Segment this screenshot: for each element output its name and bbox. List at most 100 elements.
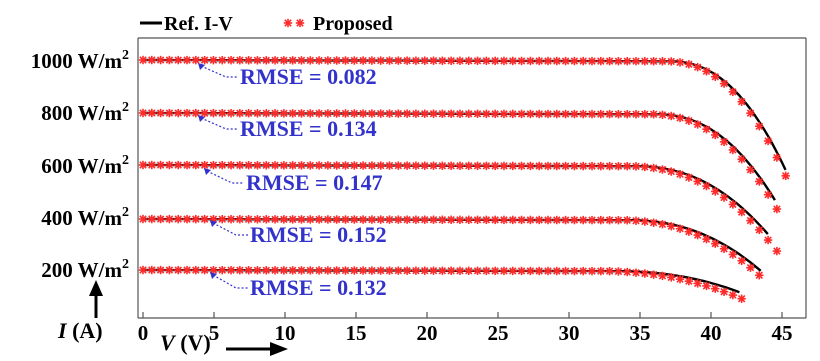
proposed-marker [358, 215, 368, 224]
plot-frame [137, 37, 807, 319]
proposed-marker [191, 55, 201, 65]
proposed-marker [270, 215, 280, 224]
proposed-marker [288, 161, 297, 170]
proposed-marker [517, 266, 526, 276]
proposed-marker [631, 162, 641, 171]
proposed-marker [218, 265, 227, 275]
proposed-marker [253, 56, 262, 65]
proposed-marker [543, 215, 553, 225]
proposed-marker [182, 265, 192, 275]
proposed-marker [526, 56, 535, 66]
proposed-marker [587, 266, 597, 276]
axis-symbol: I [57, 318, 68, 343]
proposed-marker [772, 204, 782, 214]
proposed-marker [323, 215, 333, 224]
proposed-marker [543, 56, 553, 66]
proposed-marker [358, 109, 368, 118]
proposed-marker [341, 161, 350, 170]
proposed-marker [517, 161, 526, 171]
x-tick-label: 20 [417, 321, 438, 345]
proposed-marker [226, 161, 236, 170]
proposed-marker [561, 161, 570, 171]
proposed-marker [552, 215, 561, 225]
x-tick-label: 0 [138, 321, 149, 345]
proposed-marker [402, 215, 412, 224]
proposed-marker [341, 109, 350, 118]
proposed-marker [579, 109, 588, 119]
proposed-marker [147, 108, 157, 118]
proposed-marker [737, 207, 746, 217]
proposed-marker [667, 222, 676, 231]
proposed-marker [341, 266, 350, 275]
proposed-marker [473, 215, 482, 225]
proposed-marker [297, 215, 306, 224]
proposed-marker [350, 215, 359, 224]
proposed-marker [658, 110, 667, 120]
irradiance-superscript: 2 [122, 153, 129, 168]
legend-star [295, 18, 305, 28]
proposed-marker [614, 161, 623, 171]
proposed-marker [420, 161, 429, 170]
proposed-marker [719, 287, 729, 296]
irradiance-label: 600 W/m2 [41, 153, 129, 178]
proposed-marker [711, 130, 720, 140]
rmse-arrow-head [204, 168, 211, 175]
proposed-marker [490, 109, 500, 119]
proposed-marker [306, 109, 315, 118]
proposed-marker [455, 109, 465, 118]
proposed-marker [728, 250, 738, 259]
proposed-marker [138, 160, 148, 170]
proposed-marker [623, 267, 632, 277]
proposed-marker [499, 266, 509, 276]
proposed-marker [552, 56, 561, 66]
proposed-marker [297, 109, 306, 118]
proposed-marker [631, 57, 641, 66]
proposed-marker [499, 215, 509, 225]
proposed-marker [649, 163, 658, 173]
proposed-marker [376, 56, 385, 65]
proposed-marker [446, 161, 456, 170]
proposed-marker [218, 55, 227, 65]
proposed-marker [702, 67, 711, 76]
proposed-marker [411, 109, 421, 118]
proposed-marker [737, 256, 746, 265]
proposed-marker [719, 79, 729, 88]
x-axis-label-group: V (V) [160, 330, 288, 356]
rmse-leader-line [212, 274, 248, 289]
proposed-marker [314, 109, 324, 118]
proposed-marker [200, 265, 209, 275]
proposed-marker [235, 109, 245, 118]
proposed-marker [649, 218, 658, 227]
proposed-marker [306, 266, 315, 275]
proposed-marker [358, 56, 368, 65]
proposed-marker [464, 161, 473, 171]
proposed-marker [455, 161, 465, 170]
proposed-marker [438, 109, 447, 118]
proposed-marker [270, 56, 280, 65]
proposed-marker [693, 230, 702, 240]
proposed-marker [781, 171, 790, 181]
proposed-marker [147, 265, 157, 275]
proposed-marker [420, 266, 429, 275]
rmse-label: RMSE = 0.082 [240, 64, 377, 89]
proposed-marker [711, 72, 720, 81]
proposed-marker [482, 266, 491, 276]
proposed-marker [561, 56, 570, 66]
proposed-marker [517, 109, 526, 119]
proposed-marker [156, 108, 165, 118]
proposed-marker [605, 161, 614, 171]
proposed-marker [367, 266, 377, 275]
proposed-marker [411, 161, 421, 170]
irradiance-value: 400 W/m [41, 206, 122, 230]
irradiance-value: 200 W/m [41, 258, 122, 282]
proposed-marker [323, 109, 333, 118]
proposed-marker [684, 227, 694, 236]
proposed-marker [702, 124, 711, 134]
proposed-marker [543, 109, 553, 119]
proposed-marker [623, 56, 632, 66]
proposed-marker [675, 224, 685, 233]
proposed-marker [402, 109, 412, 118]
proposed-marker [385, 266, 394, 275]
proposed-marker [534, 266, 544, 276]
proposed-marker [376, 266, 385, 275]
